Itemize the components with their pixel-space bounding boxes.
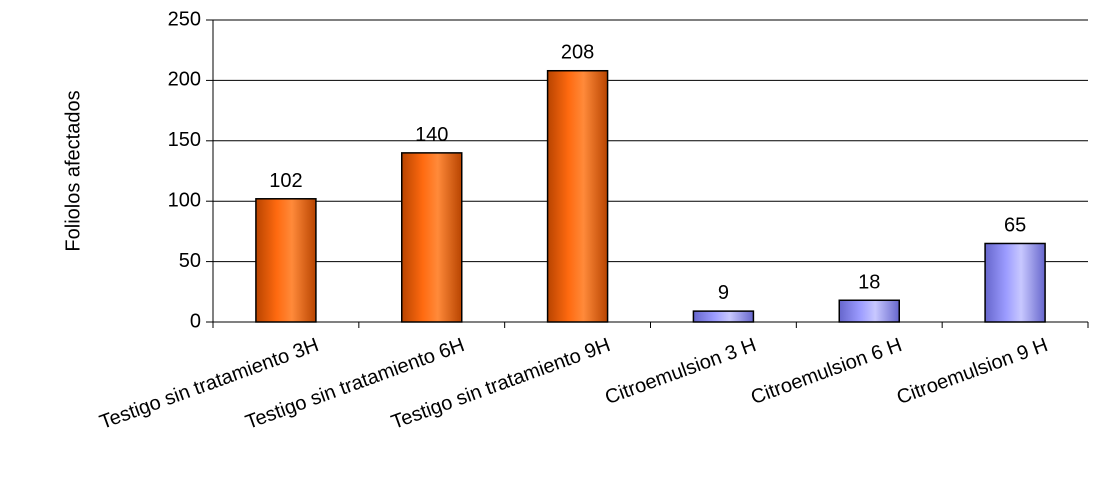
data-label: 18 bbox=[858, 271, 880, 293]
y-tick-label: 150 bbox=[168, 129, 201, 151]
data-label: 208 bbox=[561, 42, 594, 64]
bars bbox=[255, 69, 1046, 323]
y-axis-ticks: 0 50 100 150 200 250 bbox=[168, 8, 213, 332]
data-label: 9 bbox=[718, 282, 729, 304]
gridlines bbox=[213, 19, 1088, 263]
y-tick-label: 100 bbox=[168, 189, 201, 211]
y-tick-label: 250 bbox=[168, 8, 201, 30]
bar bbox=[692, 310, 755, 323]
data-label: 65 bbox=[1004, 214, 1026, 236]
bar bbox=[546, 69, 609, 323]
bar bbox=[255, 198, 317, 323]
y-axis-title-group: Foliolos afectados bbox=[62, 90, 84, 251]
bar bbox=[838, 299, 900, 323]
data-label: 140 bbox=[415, 124, 448, 146]
axes bbox=[212, 20, 1089, 328]
data-labels: 102 140 208 9 18 65 bbox=[269, 42, 1026, 304]
y-tick-label: 0 bbox=[190, 310, 201, 332]
x-tick-label: Citroemulsion 3 H bbox=[602, 334, 759, 409]
x-tick-label: Citroemulsion 9 H bbox=[894, 334, 1051, 409]
bar bbox=[984, 242, 1046, 323]
data-label: 102 bbox=[269, 170, 302, 192]
y-tick-label: 200 bbox=[168, 69, 201, 91]
bar bbox=[401, 152, 463, 323]
x-tick-label: Citroemulsion 6 H bbox=[748, 334, 905, 409]
y-tick-label: 50 bbox=[179, 250, 201, 272]
y-axis-title: Foliolos afectados bbox=[62, 90, 84, 251]
